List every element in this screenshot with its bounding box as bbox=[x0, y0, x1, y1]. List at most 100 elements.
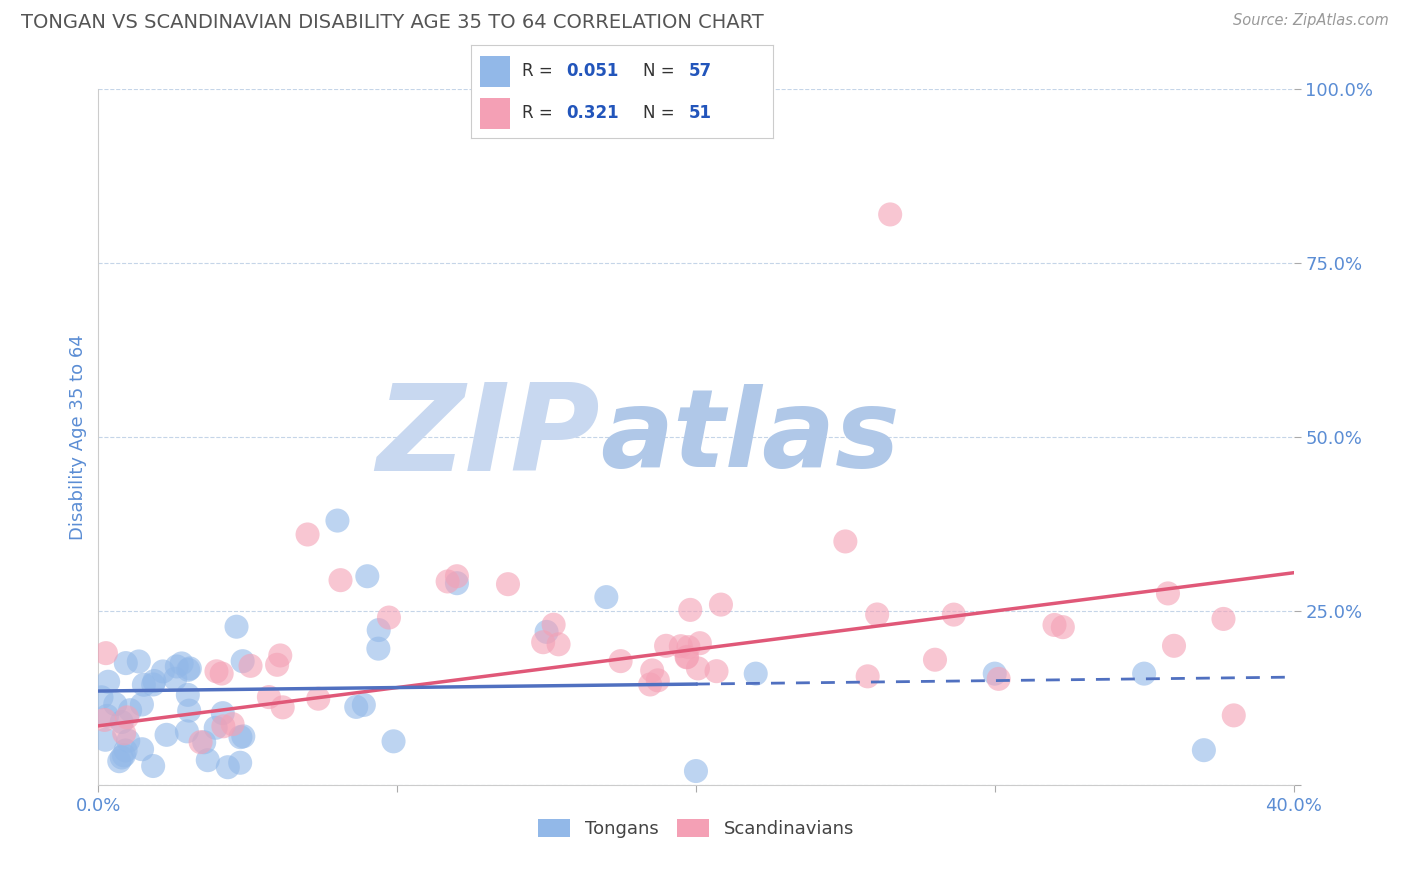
Point bbox=[496, 577, 519, 591]
Point bbox=[531, 635, 554, 649]
Point bbox=[111, 714, 134, 729]
Point bbox=[229, 756, 252, 770]
Point bbox=[326, 514, 349, 528]
Text: N =: N = bbox=[644, 62, 681, 80]
Point bbox=[197, 753, 219, 767]
Point bbox=[543, 617, 565, 632]
Point bbox=[114, 743, 136, 757]
Point bbox=[329, 573, 352, 587]
Point bbox=[204, 721, 226, 735]
Point bbox=[676, 649, 699, 664]
Point bbox=[112, 726, 135, 740]
Point bbox=[446, 569, 468, 583]
Point bbox=[356, 569, 378, 583]
Point bbox=[710, 598, 733, 612]
Point bbox=[984, 666, 1007, 681]
Text: 57: 57 bbox=[689, 62, 711, 80]
Point bbox=[378, 610, 401, 624]
Text: R =: R = bbox=[523, 103, 558, 121]
Point bbox=[1223, 708, 1246, 723]
Point bbox=[686, 661, 709, 675]
Legend: Tongans, Scandinavians: Tongans, Scandinavians bbox=[530, 812, 862, 846]
Text: N =: N = bbox=[644, 103, 681, 121]
Point bbox=[108, 754, 131, 768]
Point bbox=[142, 677, 165, 691]
Text: Source: ZipAtlas.com: Source: ZipAtlas.com bbox=[1233, 13, 1389, 29]
Point bbox=[152, 665, 174, 679]
Point bbox=[924, 653, 946, 667]
Point bbox=[177, 663, 200, 677]
Point bbox=[1212, 612, 1234, 626]
Point bbox=[165, 672, 187, 686]
Point bbox=[211, 706, 233, 720]
Point bbox=[128, 655, 150, 669]
Point bbox=[1157, 586, 1180, 600]
Point bbox=[1163, 639, 1185, 653]
FancyBboxPatch shape bbox=[479, 98, 510, 129]
Point bbox=[142, 759, 165, 773]
Point bbox=[353, 698, 375, 712]
Point bbox=[641, 664, 664, 678]
Point bbox=[1133, 666, 1156, 681]
Text: 51: 51 bbox=[689, 103, 711, 121]
Point bbox=[942, 607, 965, 622]
Point bbox=[232, 729, 254, 743]
Point bbox=[609, 654, 631, 668]
Point bbox=[655, 639, 678, 653]
Point bbox=[117, 734, 139, 748]
Point bbox=[271, 700, 294, 714]
Point bbox=[90, 690, 112, 705]
Point bbox=[166, 659, 188, 673]
Text: R =: R = bbox=[523, 62, 558, 80]
Point bbox=[669, 639, 692, 653]
Point bbox=[179, 704, 201, 718]
Point bbox=[436, 574, 458, 589]
Point bbox=[679, 603, 702, 617]
Point bbox=[675, 650, 697, 665]
Point bbox=[112, 748, 135, 763]
Point bbox=[1043, 618, 1066, 632]
FancyBboxPatch shape bbox=[479, 56, 510, 87]
Point bbox=[193, 735, 215, 749]
Point bbox=[177, 688, 200, 702]
Point bbox=[307, 691, 329, 706]
Point bbox=[225, 620, 247, 634]
Point bbox=[143, 674, 166, 689]
Point bbox=[689, 636, 711, 650]
Text: atlas: atlas bbox=[600, 384, 900, 490]
Point bbox=[104, 697, 127, 711]
Point bbox=[217, 760, 239, 774]
Point bbox=[132, 678, 155, 692]
Point bbox=[155, 728, 177, 742]
Point bbox=[266, 657, 288, 672]
Point bbox=[856, 669, 879, 683]
Text: TONGAN VS SCANDINAVIAN DISABILITY AGE 35 TO 64 CORRELATION CHART: TONGAN VS SCANDINAVIAN DISABILITY AGE 35… bbox=[21, 13, 763, 32]
Point bbox=[344, 699, 367, 714]
Point bbox=[257, 690, 280, 704]
Point bbox=[647, 673, 669, 688]
Point bbox=[211, 666, 233, 681]
Y-axis label: Disability Age 35 to 64: Disability Age 35 to 64 bbox=[69, 334, 87, 540]
Point bbox=[706, 664, 728, 678]
Point bbox=[229, 730, 252, 744]
Point bbox=[595, 590, 617, 604]
Point bbox=[111, 750, 134, 764]
Point bbox=[678, 640, 700, 654]
Point bbox=[115, 710, 138, 724]
Text: ZIP: ZIP bbox=[377, 378, 600, 496]
Point bbox=[536, 624, 558, 639]
Point bbox=[120, 703, 142, 717]
Point bbox=[131, 742, 153, 756]
Point bbox=[239, 658, 262, 673]
Point bbox=[685, 764, 707, 778]
Point bbox=[367, 623, 389, 637]
Point bbox=[446, 576, 468, 591]
Point bbox=[269, 648, 291, 663]
Text: 0.321: 0.321 bbox=[567, 103, 619, 121]
Point bbox=[170, 657, 193, 671]
Point bbox=[114, 656, 136, 670]
Point bbox=[382, 734, 405, 748]
Point bbox=[232, 654, 254, 668]
Point bbox=[221, 717, 243, 731]
Point bbox=[987, 672, 1010, 686]
